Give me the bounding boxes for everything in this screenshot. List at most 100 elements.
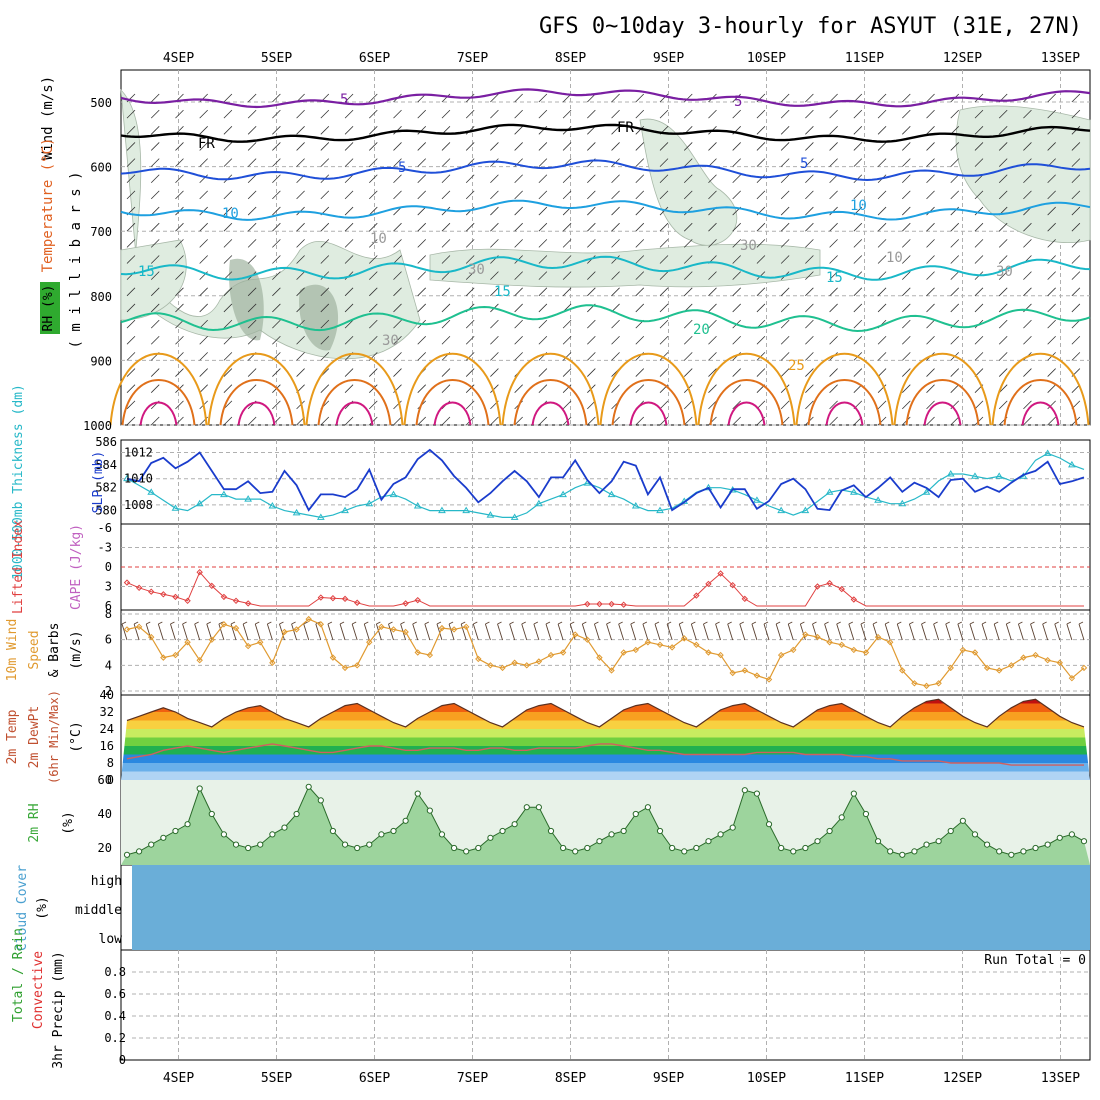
surface-wind-barb xyxy=(472,623,479,641)
thickness-point xyxy=(874,496,882,503)
wind-barb xyxy=(344,222,354,232)
surface-wind-barb-flag xyxy=(412,621,417,625)
wind-barb xyxy=(150,142,160,151)
rh-point xyxy=(899,851,906,858)
surface-wind-barb xyxy=(460,623,467,641)
wind-barb xyxy=(1023,174,1032,184)
isotherm-30 xyxy=(709,379,784,426)
isotherm-25 xyxy=(207,352,306,426)
surface-wind-barb xyxy=(606,623,612,641)
wind-barb xyxy=(974,158,984,167)
wind-speed-point xyxy=(523,662,530,669)
wind-barb xyxy=(368,142,378,151)
wind-barb xyxy=(635,335,645,345)
thickness-point xyxy=(413,502,422,509)
wind-speed-point xyxy=(753,672,761,679)
wind-barb xyxy=(998,174,1008,184)
wind-barb xyxy=(611,255,620,264)
surface-wind-barb-flag xyxy=(351,621,357,625)
wind-barb xyxy=(1071,352,1081,361)
wind-barb xyxy=(780,319,790,329)
wind-barb xyxy=(465,239,475,248)
rh-point xyxy=(644,804,651,811)
wind-barb xyxy=(732,416,741,426)
isotherm-25 xyxy=(697,352,796,426)
wind-barb xyxy=(150,174,160,184)
surface-wind-barb-flag xyxy=(739,621,745,625)
thickness-point xyxy=(316,513,325,520)
day-label-bottom: 8SEP xyxy=(555,1071,586,1086)
wind-barb xyxy=(1071,319,1081,329)
wind-barb xyxy=(1047,287,1056,297)
wind-barb xyxy=(659,93,669,103)
wind-barb xyxy=(998,142,1008,151)
lifted-index-point xyxy=(596,600,603,608)
wind-barb xyxy=(877,158,887,167)
wind-barb xyxy=(272,287,281,297)
cape-axis-label: CAPE (J/kg) xyxy=(69,524,84,610)
precip-axis-label: Convective xyxy=(31,951,46,1029)
day-label-bottom: 5SEP xyxy=(261,1071,292,1086)
wind-barb xyxy=(490,335,499,345)
surface-wind-barb-flag xyxy=(279,621,284,625)
wind-barb xyxy=(683,109,693,119)
wind-barb xyxy=(199,126,208,135)
wind-barb xyxy=(998,384,1008,393)
wind-barb xyxy=(368,190,378,200)
rh-point xyxy=(983,841,991,848)
wind-barb xyxy=(877,352,887,361)
temp-tick-label: 24 xyxy=(100,722,114,736)
wind-barb xyxy=(877,287,887,297)
wind-barb xyxy=(272,303,281,313)
wind-barb xyxy=(1047,239,1056,248)
slp-tick-label: 1010 xyxy=(124,472,153,486)
wind-speed-point xyxy=(620,649,627,656)
wind-barb xyxy=(490,126,499,135)
thickness-point xyxy=(559,490,567,498)
surface-wind-barb-flag xyxy=(146,621,151,625)
contour-label: 10 xyxy=(222,206,239,222)
wind-barb xyxy=(368,222,378,232)
wind-barb xyxy=(635,303,645,313)
wind-barb xyxy=(877,206,887,216)
wind-barb xyxy=(708,319,717,329)
surface-wind-barb-flag xyxy=(824,621,829,625)
wind-barb xyxy=(950,319,960,329)
wind-barb xyxy=(587,319,596,329)
wind-barb xyxy=(974,335,984,345)
wind-barb xyxy=(514,222,523,232)
wind-barb xyxy=(805,319,814,329)
surface-wind-barb-flag xyxy=(242,621,248,625)
wind-barb xyxy=(344,239,354,248)
rh-point xyxy=(753,790,761,797)
lifted-index-point xyxy=(620,601,627,608)
surface-wind-barb-flag xyxy=(194,621,199,625)
temp-tick-label: 8 xyxy=(107,756,114,770)
wind-barb xyxy=(829,416,838,426)
wind-barb xyxy=(829,93,838,103)
wind-barb xyxy=(150,384,160,393)
wind-speed-point xyxy=(632,646,639,654)
contour-label: 30 xyxy=(468,262,485,278)
surface-wind-barb-flag xyxy=(715,621,720,625)
wind-barb xyxy=(950,384,960,393)
surface-wind-barb-flag xyxy=(921,621,926,625)
wind-barb xyxy=(490,174,499,184)
contour-label: FR xyxy=(617,120,634,136)
wind-barb xyxy=(853,368,863,377)
wind-barb xyxy=(562,174,572,184)
surface-wind-barb-flag xyxy=(255,621,260,625)
chart-title: GFS 0~10day 3-hourly for ASYUT (31E, 27N… xyxy=(539,14,1082,39)
wind-barb xyxy=(732,400,741,410)
surface-wind-barb xyxy=(884,623,891,641)
contour-label: 15 xyxy=(138,264,155,280)
frame-upper xyxy=(120,69,1091,426)
wind-barb xyxy=(175,303,184,313)
wind-barb xyxy=(320,287,330,297)
wind-barb xyxy=(926,109,935,119)
surface-wind-barb-flag xyxy=(206,621,211,625)
wind-barb xyxy=(465,174,475,184)
temp-band xyxy=(121,737,1090,746)
wind-barb xyxy=(780,126,790,135)
surface-wind-barb xyxy=(969,623,976,641)
